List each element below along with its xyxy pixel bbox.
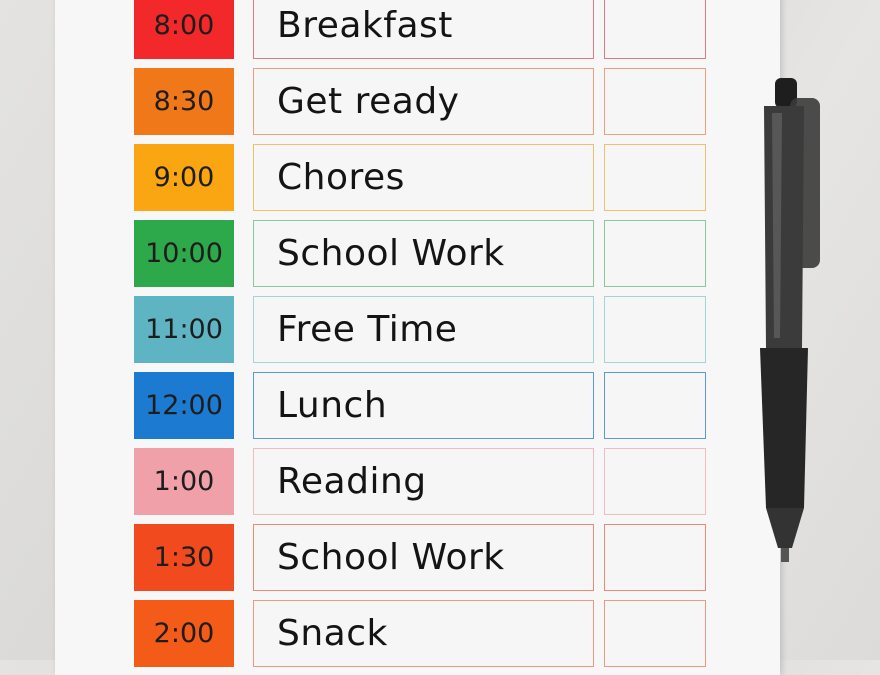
- task-label: Lunch: [277, 385, 388, 426]
- checkbox-square: [604, 144, 706, 211]
- schedule-row: 2:00 Snack: [0, 600, 880, 667]
- task-box: Breakfast: [253, 0, 594, 59]
- schedule-row: 8:30 Get ready: [0, 68, 880, 135]
- time-label: 2:00: [134, 600, 234, 667]
- checkbox-square: [604, 0, 706, 59]
- schedule-row: 12:00 Lunch: [0, 372, 880, 439]
- time-label: 8:30: [134, 68, 234, 135]
- time-label: 11:00: [134, 296, 234, 363]
- task-label: Reading: [277, 461, 427, 502]
- checkbox-square: [604, 220, 706, 287]
- pen-icon: [760, 78, 820, 562]
- task-box: Get ready: [253, 68, 594, 135]
- checkbox-square: [604, 68, 706, 135]
- schedule-row: 10:00 School Work: [0, 220, 880, 287]
- task-label: Snack: [277, 613, 388, 654]
- task-box: Snack: [253, 600, 594, 667]
- task-label: Chores: [277, 157, 405, 198]
- time-label: 8:00: [134, 0, 234, 59]
- task-label: Get ready: [277, 81, 460, 122]
- task-label: School Work: [277, 537, 505, 578]
- checkbox-square: [604, 372, 706, 439]
- task-box: Chores: [253, 144, 594, 211]
- task-box: Reading: [253, 448, 594, 515]
- checkbox-square: [604, 296, 706, 363]
- checkbox-square: [604, 600, 706, 667]
- schedule-row: 1:30 School Work: [0, 524, 880, 591]
- task-label: School Work: [277, 233, 505, 274]
- schedule-row: 11:00 Free Time: [0, 296, 880, 363]
- task-box: School Work: [253, 220, 594, 287]
- task-label: Breakfast: [277, 5, 453, 46]
- task-box: School Work: [253, 524, 594, 591]
- task-box: Free Time: [253, 296, 594, 363]
- time-label: 1:00: [134, 448, 234, 515]
- task-box: Lunch: [253, 372, 594, 439]
- checkbox-square: [604, 524, 706, 591]
- time-label: 10:00: [134, 220, 234, 287]
- time-label: 9:00: [134, 144, 234, 211]
- time-label: 12:00: [134, 372, 234, 439]
- schedule-row: 1:00 Reading: [0, 448, 880, 515]
- time-label: 1:30: [134, 524, 234, 591]
- schedule-row: 8:00 Breakfast: [0, 0, 880, 59]
- schedule-row: 9:00 Chores: [0, 144, 880, 211]
- checkbox-square: [604, 448, 706, 515]
- task-label: Free Time: [277, 309, 458, 350]
